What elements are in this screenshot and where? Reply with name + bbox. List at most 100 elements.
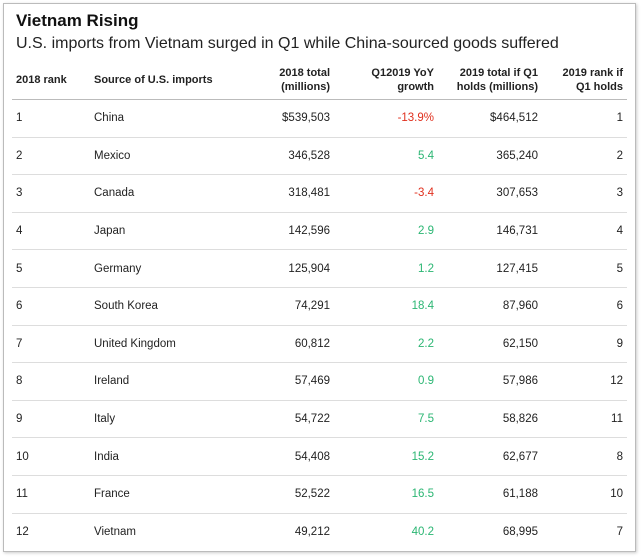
title: Vietnam Rising: [16, 11, 139, 30]
table-cell: 52,522: [240, 475, 334, 514]
table-cell: 4: [542, 212, 627, 251]
table-cell: 9: [12, 400, 90, 439]
table-cell: 1.2: [334, 249, 438, 288]
table-cell: 5.4: [334, 137, 438, 176]
table-cell: Germany: [90, 249, 240, 288]
table-cell: 8: [12, 362, 90, 401]
table-cell: 1: [12, 99, 90, 138]
table-cell: 10: [542, 475, 627, 514]
table-cell: 7.5: [334, 400, 438, 439]
table-cell: 2: [12, 137, 90, 176]
table-row: 3 Canada 318,481 -3.4 307,653 3: [12, 174, 627, 213]
table-cell: $464,512: [438, 99, 542, 138]
table-row: 8 Ireland 57,469 0.9 57,986 12: [12, 362, 627, 401]
table-cell: India: [90, 437, 240, 476]
table-cell: 7: [616, 525, 623, 538]
table-row: 12 Vietnam 49,212 40.2 68,995 7: [12, 513, 627, 550]
table-cell: -13.9%: [334, 99, 438, 138]
table-cell: South Korea: [90, 287, 240, 326]
column-header: Source of U.S. imports: [90, 61, 240, 100]
table-cell: $539,503: [240, 99, 334, 138]
table-cell: China: [90, 99, 240, 138]
table-cell: 3: [542, 174, 627, 213]
header-line: growth: [397, 81, 434, 93]
table-cell: 307,653: [438, 174, 542, 213]
table-cell: 346,528: [240, 137, 334, 176]
table-cell: 54,722: [240, 400, 334, 439]
table-cell: United Kingdom: [90, 325, 240, 364]
header-line: Q1 holds: [575, 81, 623, 93]
table-cell: 142,596: [240, 212, 334, 251]
header-line: 2019 total if Q1: [459, 67, 538, 79]
table-cell: 87,960: [438, 287, 542, 326]
table-cell: Mexico: [90, 137, 240, 176]
table-cell: 12: [16, 525, 29, 538]
table-cell: 2: [542, 137, 627, 176]
table-cell: 74,291: [240, 287, 334, 326]
header-line: 2019 rank if: [562, 67, 623, 79]
table-cell: 62,677: [438, 437, 542, 476]
table-cell: Japan: [90, 212, 240, 251]
table-cell: 5: [542, 249, 627, 288]
table-cell: 127,415: [438, 249, 542, 288]
table-row: 2 Mexico 346,528 5.4 365,240 2: [12, 137, 627, 176]
header-line: holds (millions): [456, 81, 538, 93]
table-cell: 4: [12, 212, 90, 251]
table-cell: Ireland: [90, 362, 240, 401]
table-row: 6 South Korea 74,291 18.4 87,960 6: [12, 287, 627, 326]
table-cell: 18.4: [334, 287, 438, 326]
table-cell: 6: [542, 287, 627, 326]
table-cell: Italy: [90, 400, 240, 439]
table-cell: 5: [12, 249, 90, 288]
table-row: 5 Germany 125,904 1.2 127,415 5: [12, 249, 627, 288]
table-cell: 6: [12, 287, 90, 326]
table-cell: 15.2: [334, 437, 438, 476]
table-cell: 2.2: [334, 325, 438, 364]
table-cell: 54,408: [240, 437, 334, 476]
table-cell: 62,150: [438, 325, 542, 364]
table-cell: 125,904: [240, 249, 334, 288]
table-row: 1 China $539,503 -13.9% $464,512 1: [12, 99, 627, 138]
table-cell: 9: [542, 325, 627, 364]
header-line: (millions): [281, 81, 330, 93]
table-cell: 3: [12, 174, 90, 213]
table-row: 9 Italy 54,722 7.5 58,826 11: [12, 400, 627, 439]
column-header: 2018 total (millions): [240, 61, 334, 100]
data-table: 2018 rank Source of U.S. imports 2018 tota…: [12, 61, 627, 550]
column-header: 2018 rank: [12, 61, 90, 100]
column-header: 2019 rank if Q1 holds: [542, 61, 627, 100]
table-cell: 60,812: [240, 325, 334, 364]
table-row: 11 France 52,522 16.5 61,188 10: [12, 475, 627, 514]
table-cell: -3.4: [334, 174, 438, 213]
table-cell: 68,995: [502, 525, 538, 538]
table-cell: 0.9: [334, 362, 438, 401]
table-row: 10 India 54,408 15.2 62,677 8: [12, 437, 627, 476]
table-cell: 58,826: [438, 400, 542, 439]
table-cell: 11: [542, 400, 627, 439]
header-row: 2018 rank Source of U.S. imports 2018 tota…: [12, 61, 627, 100]
table-row: 4 Japan 142,596 2.9 146,731 4: [12, 212, 627, 251]
table-cell: 318,481: [240, 174, 334, 213]
column-header: 2019 total if Q1 holds (millions): [438, 61, 542, 100]
table-cell: 12: [542, 362, 627, 401]
table-cell: 2.9: [334, 212, 438, 251]
table-row: 7 United Kingdom 60,812 2.2 62,150 9: [12, 325, 627, 364]
table-cell: 40.2: [411, 525, 434, 538]
table-cell: Vietnam: [94, 525, 136, 538]
subtitle: U.S. imports from Vietnam surged in Q1 w…: [16, 35, 559, 52]
header-line: 2018 total: [279, 67, 330, 79]
table-cell: 7: [12, 325, 90, 364]
table-cell: 61,188: [438, 475, 542, 514]
column-header: Q12019 YoY growth: [334, 61, 438, 100]
table-cell: 365,240: [438, 137, 542, 176]
table-cell: Canada: [90, 174, 240, 213]
frame: Vietnam Rising U.S. imports from Vietnam…: [3, 3, 636, 552]
table-cell: 11: [12, 475, 90, 514]
table-cell: 57,469: [240, 362, 334, 401]
header-line: Source of U.S. imports: [94, 74, 213, 86]
header-line: 2018 rank: [16, 74, 67, 86]
table-cell: 16.5: [334, 475, 438, 514]
table-cell: France: [90, 475, 240, 514]
table-cell: 1: [542, 99, 627, 138]
